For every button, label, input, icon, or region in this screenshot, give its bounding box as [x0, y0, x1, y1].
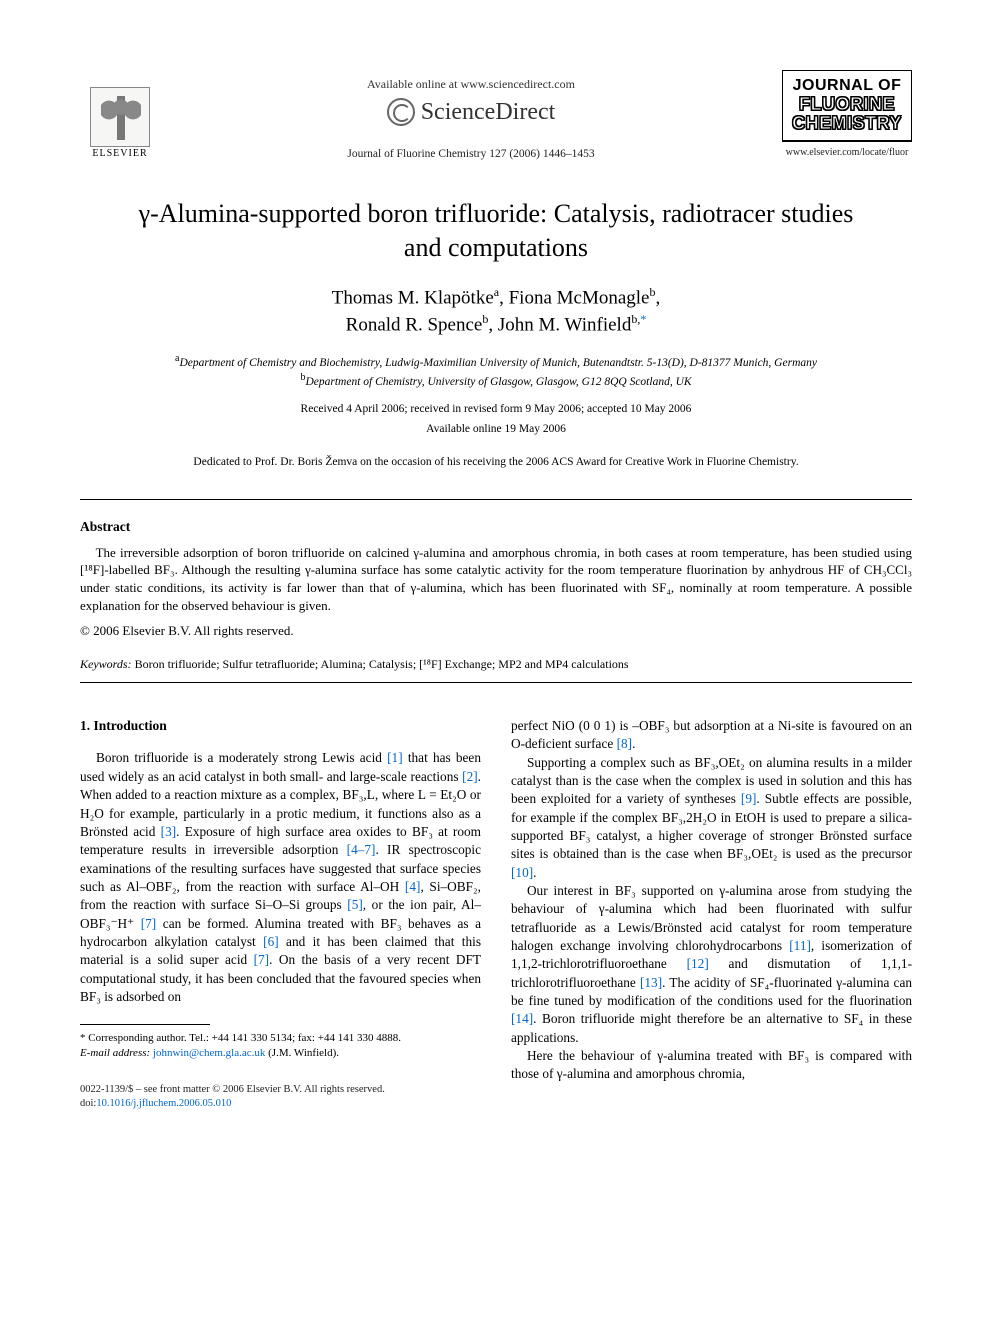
corresponding-author-link[interactable]: *: [640, 312, 646, 326]
ref-5[interactable]: [5]: [347, 897, 363, 912]
corresponding-footnote: * Corresponding author. Tel.: +44 141 33…: [80, 1031, 481, 1061]
intro-p1: Boron trifluoride is a moderately strong…: [80, 749, 481, 1006]
right-column: perfect NiO (0 0 1) is –OBF₃ but adsorpt…: [511, 717, 912, 1111]
article-header: ELSEVIER Available online at www.science…: [80, 70, 912, 163]
abstract-body: The irreversible adsorption of boron tri…: [80, 544, 912, 614]
ref-14[interactable]: [14]: [511, 1011, 533, 1026]
intro-p3: Our interest in BF₃ supported on γ-alumi…: [511, 882, 912, 1047]
intro-p2: Supporting a complex such as BF₃,OEt₂ on…: [511, 754, 912, 882]
ref-3[interactable]: [3]: [161, 824, 177, 839]
aff-a-text: Department of Chemistry and Biochemistry…: [179, 357, 817, 369]
footnote-rule: [80, 1024, 210, 1025]
author-3-aff: b: [482, 312, 488, 326]
affiliations: aDepartment of Chemistry and Biochemistr…: [80, 352, 912, 390]
corr-author-line: * Corresponding author. Tel.: +44 141 33…: [80, 1031, 481, 1046]
email-link[interactable]: johnwin@chem.gla.ac.uk: [153, 1047, 265, 1059]
author-list: Thomas M. Klapötkea, Fiona McMonagleb, R…: [80, 284, 912, 338]
dedication: Dedicated to Prof. Dr. Boris Žemva on th…: [80, 455, 912, 471]
author-4: John M. Winfield: [498, 315, 631, 336]
email-suffix: (J.M. Winfield).: [265, 1047, 339, 1059]
ref-2[interactable]: [2]: [462, 769, 478, 784]
doi-link[interactable]: 10.1016/j.jfluchem.2006.05.010: [96, 1098, 231, 1109]
date-online: Available online 19 May 2006: [80, 422, 912, 438]
elsevier-tree-icon: [90, 87, 150, 147]
section-1-heading: 1. Introduction: [80, 717, 481, 736]
abstract-copyright: © 2006 Elsevier B.V. All rights reserved…: [80, 622, 912, 640]
rule-before-abstract: [80, 499, 912, 500]
date-received: Received 4 April 2006; received in revis…: [80, 402, 912, 418]
journal-reference: Journal of Fluorine Chemistry 127 (2006)…: [160, 147, 782, 163]
journal-logo-rule: [782, 141, 912, 142]
sciencedirect-swirl-icon: [387, 98, 415, 126]
author-2-aff: b: [650, 285, 656, 299]
author-1-aff: a: [494, 285, 499, 299]
ref-11[interactable]: [11]: [789, 938, 811, 953]
author-2: Fiona McMonagle: [509, 288, 650, 309]
aff-b-text: Department of Chemistry, University of G…: [305, 376, 691, 388]
footer-left: 0022-1139/$ – see front matter © 2006 El…: [80, 1083, 481, 1111]
author-4-aff: b,*: [631, 312, 646, 326]
email-line: E-mail address: johnwin@chem.gla.ac.uk (…: [80, 1046, 481, 1061]
article-title: γ-Alumina-supported boron trifluoride: C…: [120, 197, 872, 265]
keywords-text: Boron trifluoride; Sulfur tetrafluoride;…: [132, 657, 629, 671]
journal-url: www.elsevier.com/locate/fluor: [782, 146, 912, 160]
keywords: Keywords: Boron trifluoride; Sulfur tetr…: [80, 656, 912, 672]
ref-10[interactable]: [10]: [511, 865, 533, 880]
abstract-p1: The irreversible adsorption of boron tri…: [80, 544, 912, 614]
ref-7[interactable]: [7]: [141, 916, 157, 931]
elsevier-logo: ELSEVIER: [80, 70, 160, 160]
rule-after-keywords: [80, 682, 912, 683]
available-online-line: Available online at www.sciencedirect.co…: [160, 76, 782, 92]
sciencedirect-text: ScienceDirect: [421, 96, 556, 128]
keywords-label: Keywords:: [80, 657, 132, 671]
ref-4-7[interactable]: [4–7]: [347, 842, 376, 857]
jfc-logo-box: JOURNAL OF FLUORINE CHEMISTRY: [782, 70, 912, 141]
abstract-heading: Abstract: [80, 518, 912, 536]
ref-1[interactable]: [1]: [387, 750, 403, 765]
ref-9[interactable]: [9]: [741, 791, 757, 806]
footer-copyright: 0022-1139/$ – see front matter © 2006 El…: [80, 1083, 481, 1097]
footer-doi: doi:10.1016/j.jfluchem.2006.05.010: [80, 1097, 481, 1111]
jfc-line3: CHEMISTRY: [787, 114, 907, 134]
ref-7b[interactable]: [7]: [254, 952, 270, 967]
author-3: Ronald R. Spence: [346, 315, 483, 336]
email-label: E-mail address:: [80, 1047, 150, 1059]
jfc-line2: FLUORINE: [787, 95, 907, 115]
left-column: 1. Introduction Boron trifluoride is a m…: [80, 717, 481, 1111]
center-header: Available online at www.sciencedirect.co…: [160, 70, 782, 163]
body-columns: 1. Introduction Boron trifluoride is a m…: [80, 717, 912, 1111]
journal-cover-logo: JOURNAL OF FLUORINE CHEMISTRY www.elsevi…: [782, 70, 912, 160]
ref-4[interactable]: [4]: [405, 879, 421, 894]
intro-p1-cont: perfect NiO (0 0 1) is –OBF₃ but adsorpt…: [511, 717, 912, 754]
ref-12[interactable]: [12]: [687, 956, 709, 971]
jfc-line1: JOURNAL OF: [787, 77, 907, 95]
elsevier-label: ELSEVIER: [92, 147, 147, 161]
author-1: Thomas M. Klapötke: [332, 288, 494, 309]
ref-6[interactable]: [6]: [263, 934, 279, 949]
intro-p4: Here the behaviour of γ-alumina treated …: [511, 1047, 912, 1084]
ref-13[interactable]: [13]: [640, 975, 662, 990]
ref-8[interactable]: [8]: [617, 736, 633, 751]
sciencedirect-logo: ScienceDirect: [387, 96, 556, 128]
